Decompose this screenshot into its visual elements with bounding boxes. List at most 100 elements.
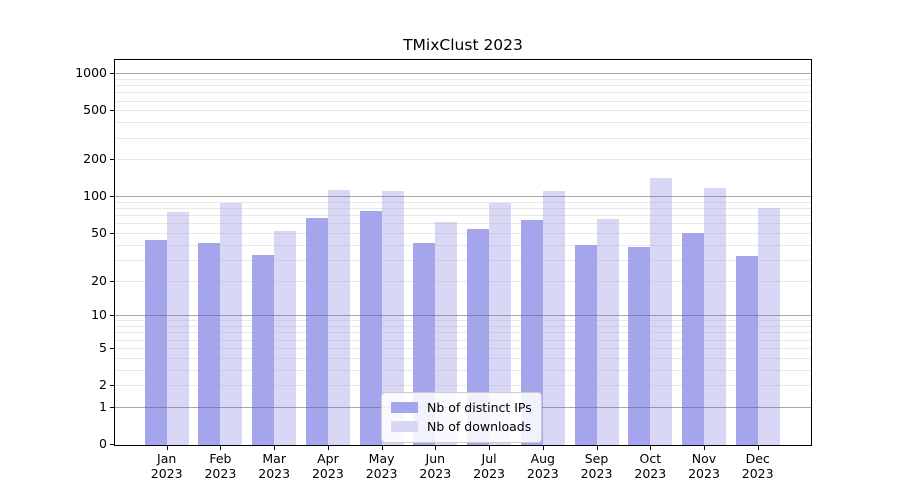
y-tick-label: 500	[83, 102, 107, 118]
bar-distinct-ips-may	[359, 210, 382, 445]
bar-downloads-jun	[435, 221, 458, 445]
bar-downloads-aug	[542, 190, 565, 445]
x-tick-mark	[704, 446, 705, 450]
x-tick-mark	[596, 446, 598, 450]
major-gridline	[115, 73, 811, 75]
y-tick-mark	[110, 385, 114, 386]
minor-gridline	[115, 122, 811, 124]
x-tick-year: 2023	[258, 466, 291, 481]
x-tick-month: May	[368, 451, 395, 466]
bar-downloads-jan	[166, 211, 189, 445]
x-tick-label-jul: Jul 2023	[457, 451, 521, 481]
bar-downloads-dec	[757, 207, 780, 445]
x-tick-year: 2023	[580, 466, 613, 481]
x-tick-year: 2023	[150, 466, 183, 481]
minor-gridline	[115, 159, 811, 161]
legend-item-distinct-ips: Nb of distinct IPs	[391, 398, 532, 417]
y-tick-label: 10	[91, 307, 107, 323]
x-tick-month: Nov	[691, 451, 717, 466]
bar-distinct-ips-apr	[305, 218, 328, 445]
x-tick-label-may: May 2023	[350, 451, 414, 481]
x-tick-label-sep: Sep 2023	[565, 451, 629, 481]
y-tick-mark	[110, 444, 114, 445]
y-tick-mark	[110, 406, 114, 408]
y-tick-label: 1	[99, 398, 107, 414]
legend: Nb of distinct IPs Nb of downloads	[381, 392, 542, 443]
x-tick-year: 2023	[473, 466, 505, 481]
y-tick-label: 50	[91, 224, 107, 240]
bar-downloads-nov	[704, 188, 726, 445]
x-tick-label-apr: Apr 2023	[296, 451, 360, 481]
y-tick-mark	[110, 232, 114, 234]
x-tick-year: 2023	[741, 466, 774, 481]
legend-label-distinct-ips: Nb of distinct IPs	[427, 400, 532, 415]
minor-gridline	[115, 137, 811, 139]
x-tick-month: Jan	[157, 451, 177, 466]
bar-distinct-ips-mar	[252, 254, 275, 445]
bar-distinct-ips-jan	[144, 239, 167, 445]
bar-downloads-oct	[650, 178, 673, 445]
bar-distinct-ips-sep	[574, 244, 597, 445]
bar-downloads-apr	[327, 189, 350, 445]
y-tick-mark	[110, 73, 114, 75]
y-tick-mark	[110, 196, 114, 198]
x-tick-month: Jul	[481, 451, 497, 466]
x-tick-month: Dec	[745, 451, 770, 466]
bar-distinct-ips-jul	[467, 228, 490, 445]
minor-gridline	[115, 100, 811, 102]
x-tick-mark	[435, 446, 437, 450]
x-tick-year: 2023	[311, 466, 344, 481]
y-tick-label: 200	[83, 151, 107, 167]
y-tick-label: 100	[83, 188, 107, 204]
bar-distinct-ips-nov	[682, 232, 704, 445]
bar-downloads-may	[381, 190, 404, 445]
x-tick-year: 2023	[526, 466, 559, 481]
bar-distinct-ips-oct	[628, 247, 651, 445]
legend-swatch-downloads	[391, 421, 418, 432]
bar-distinct-ips-feb	[198, 243, 221, 445]
x-tick-mark	[166, 446, 168, 450]
x-tick-mark	[274, 446, 276, 450]
x-tick-month: Aug	[530, 451, 555, 466]
x-tick-year: 2023	[419, 466, 452, 481]
y-tick-mark	[110, 110, 114, 112]
x-tick-month: Feb	[209, 451, 232, 466]
x-tick-month: Oct	[639, 451, 662, 466]
x-tick-mark	[489, 446, 491, 450]
x-tick-label-feb: Feb 2023	[188, 451, 252, 481]
y-tick-mark	[110, 347, 114, 349]
bar-distinct-ips-aug	[520, 219, 543, 445]
y-tick-label: 5	[99, 339, 107, 355]
x-tick-mark	[220, 446, 222, 450]
x-tick-month: Mar	[262, 451, 286, 466]
x-tick-month: Jun	[425, 451, 446, 466]
x-tick-year: 2023	[204, 466, 237, 481]
x-tick-label-nov: Nov 2023	[672, 451, 736, 481]
x-tick-year: 2023	[688, 466, 720, 481]
x-tick-mark	[757, 446, 759, 450]
y-tick-label: 20	[91, 272, 107, 288]
y-tick-mark	[110, 159, 114, 161]
x-tick-month: Apr	[317, 451, 339, 466]
x-tick-mark	[327, 446, 329, 450]
bar-downloads-jul	[489, 203, 512, 445]
x-tick-label-jun: Jun 2023	[403, 451, 467, 481]
x-tick-label-dec: Dec 2023	[726, 451, 790, 481]
minor-gridline	[115, 92, 811, 94]
x-tick-mark	[542, 446, 544, 450]
x-tick-label-aug: Aug 2023	[511, 451, 575, 481]
legend-label-downloads: Nb of downloads	[427, 419, 532, 434]
x-tick-mark	[381, 446, 383, 450]
y-tick-mark	[110, 315, 114, 317]
x-tick-month: Sep	[584, 451, 609, 466]
y-tick-label: 2	[99, 377, 107, 392]
bar-downloads-sep	[596, 219, 619, 445]
minor-gridline	[115, 78, 811, 80]
legend-item-downloads: Nb of downloads	[391, 417, 532, 436]
x-tick-mark	[650, 446, 652, 450]
y-tick-label: 1000	[75, 65, 107, 81]
y-tick-mark	[110, 280, 114, 282]
x-tick-label-oct: Oct 2023	[618, 451, 682, 481]
x-tick-year: 2023	[634, 466, 667, 481]
plot-area: Nb of distinct IPs Nb of downloads	[114, 59, 812, 446]
